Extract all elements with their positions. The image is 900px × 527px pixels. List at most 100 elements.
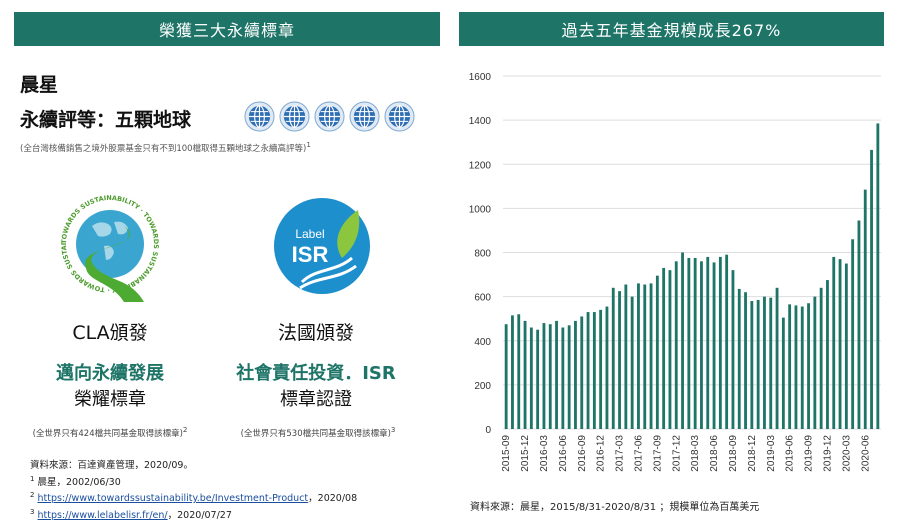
bar-2015-11 — [517, 314, 521, 429]
isr-award-line1: 社會責任投資．ISR — [236, 363, 396, 384]
y-tick-label: 0 — [485, 425, 491, 436]
source-line-0: 資料來源：百達資產管理，2020/09。 — [30, 460, 193, 471]
bar-2018-12 — [750, 301, 754, 429]
bar-2016-02 — [536, 329, 540, 429]
bar-2020-05 — [857, 220, 861, 429]
x-tick-label: 2016-03 — [539, 435, 550, 472]
y-tick-label: 1200 — [469, 160, 492, 171]
bar-2018-06 — [712, 262, 716, 429]
cla-award-note: (全世界只有424檔共同基金取得該標章)2 — [32, 425, 188, 439]
bar-2019-05 — [781, 317, 785, 429]
x-tick-label: 2019-03 — [766, 435, 777, 472]
y-tick-label: 600 — [474, 293, 491, 304]
source-line-2: 2 https://www.towardssustainability.be/I… — [30, 491, 358, 505]
y-tick-label: 800 — [474, 249, 491, 260]
globe-icon — [384, 101, 415, 132]
bar-2019-02 — [763, 296, 766, 429]
bar-2020-06 — [863, 189, 867, 429]
bar-2016-09 — [580, 316, 584, 429]
bar-2018-04 — [700, 261, 703, 429]
isr-logo-label: Label — [295, 227, 324, 241]
source-link-towards-sustainability[interactable]: https://www.towardssustainability.be/Inv… — [37, 493, 309, 505]
bar-2019-04 — [775, 287, 779, 429]
bar-2017-08 — [649, 283, 653, 429]
bar-2018-05 — [706, 256, 710, 429]
bar-2019-12 — [826, 280, 829, 429]
globe-icon — [349, 101, 380, 132]
bar-2017-11 — [668, 270, 672, 429]
bar-2015-12 — [523, 320, 527, 429]
bar-2016-05 — [555, 320, 558, 429]
bar-2016-11 — [592, 312, 596, 429]
bar-2017-04 — [624, 284, 628, 429]
bar-2016-10 — [586, 312, 590, 429]
bar-2018-09 — [731, 270, 735, 429]
isr-issuer: 法國頒發 — [277, 322, 354, 344]
bar-2019-10 — [813, 296, 817, 429]
x-tick-label: 2019-06 — [785, 435, 796, 472]
x-tick-label: 2017-03 — [615, 435, 626, 472]
bar-2015-09 — [504, 324, 508, 429]
bar-2016-12 — [599, 309, 603, 429]
cla-sustainability-logo: TOWARDS SUSTAINABILITY · TOWARDS SUSTAIN… — [52, 182, 160, 302]
x-tick-label: 2016-06 — [558, 435, 569, 472]
bar-2020-02 — [838, 259, 842, 429]
x-tick-label: 2016-12 — [596, 435, 607, 472]
cla-award-line2: 榮耀標章 — [74, 389, 146, 410]
bar-2015-10 — [511, 315, 514, 429]
fund-size-bar-chart: 0 200 400 600 800 1000 1200 1400 1600 2015-09 2015… — [469, 72, 881, 472]
bar-2017-09 — [655, 275, 659, 429]
isr-award-note: (全世界只有530檔共同基金取得該標章)3 — [240, 425, 396, 439]
x-tick-label: 2016-09 — [577, 435, 588, 472]
bar-2018-11 — [744, 292, 747, 429]
bar-2020-08 — [876, 123, 880, 429]
x-tick-label: 2015-09 — [501, 435, 512, 472]
bar-2018-07 — [718, 256, 722, 429]
brand-name: 晨星 — [20, 74, 59, 96]
source-line-1: 1 晨星，2002/06/30 — [30, 474, 121, 488]
bar-2020-03 — [844, 263, 848, 429]
bar-2020-07 — [870, 149, 873, 430]
bar-2016-03 — [542, 323, 546, 429]
bar-2017-02 — [611, 287, 615, 429]
x-tick-label: 2020-06 — [860, 435, 871, 472]
bar-2020-01 — [832, 256, 836, 429]
isr-logo-isr: ISR — [292, 242, 329, 267]
source-link-lelabelisr[interactable]: https://www.lelabelisr.fr/en/ — [37, 509, 168, 521]
x-tick-label: 2020-03 — [841, 435, 852, 472]
bar-2018-01 — [681, 252, 684, 429]
x-tick-label: 2018-09 — [728, 435, 739, 472]
bar-2017-01 — [605, 306, 609, 429]
left-sources: 資料來源：百達資產管理，2020/09。 1 晨星，2002/06/30 2 h… — [30, 460, 357, 522]
bar-2018-02 — [687, 258, 691, 429]
bar-2019-01 — [756, 299, 760, 429]
bar-2017-07 — [643, 284, 647, 429]
bar-2017-03 — [618, 291, 621, 429]
bar-2019-11 — [819, 287, 823, 429]
cla-issuer: CLA頒發 — [72, 322, 148, 344]
x-tick-label: 2018-03 — [690, 435, 701, 472]
x-tick-label: 2015-12 — [520, 435, 531, 472]
label-isr-logo: Label ISR — [274, 198, 370, 294]
bar-2019-08 — [800, 306, 804, 429]
bar-2016-06 — [561, 327, 565, 429]
x-tick-label: 2019-12 — [822, 435, 833, 472]
bar-2017-10 — [662, 267, 666, 429]
bar-2017-12 — [674, 261, 678, 429]
rating-text: 永續評等：五顆地球 — [20, 109, 192, 131]
y-tick-label: 1400 — [469, 116, 492, 127]
chart-source-note: 資料來源：晨星，2015/8/31-2020/8/31 ；規模單位為百萬美元 — [470, 502, 760, 513]
y-tick-label: 1000 — [469, 204, 492, 215]
cla-award-title: 邁向永續發展 榮耀標章 — [20, 361, 200, 413]
bar-2020-04 — [851, 239, 855, 429]
bar-2016-01 — [529, 327, 533, 429]
x-tick-label: 2017-12 — [671, 435, 682, 472]
source-line-3: 3 https://www.lelabelisr.fr/en/，2020/07/… — [30, 507, 232, 521]
x-tick-label: 2019-09 — [804, 435, 815, 472]
globe-icon — [279, 101, 310, 132]
globe-icon — [244, 101, 275, 132]
cla-award-line1: 邁向永續發展 — [56, 363, 164, 384]
bar-2018-03 — [693, 258, 697, 429]
isr-award-title: 社會責任投資．ISR 標章認證 — [206, 361, 426, 413]
rating-globes — [244, 101, 415, 132]
